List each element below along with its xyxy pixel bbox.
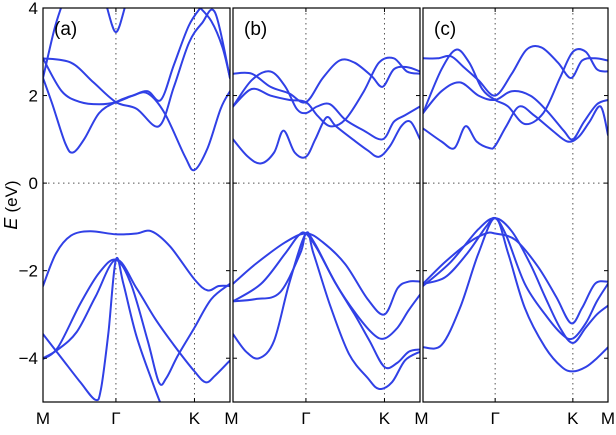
panel-frame — [232, 7, 421, 403]
x-tick-label: M — [601, 409, 615, 428]
band-line-4 — [233, 232, 420, 340]
x-tick-label: Γ — [111, 409, 120, 428]
panel-a: (a) — [42, 7, 231, 403]
band-line-3 — [423, 217, 608, 373]
y-axis-unit: (eV) — [2, 180, 21, 212]
x-tick-label: K — [189, 409, 201, 428]
band-line-5 — [423, 105, 608, 150]
panel-frame — [422, 7, 609, 403]
band-line-8 — [43, 8, 202, 106]
y-axis-symbol: E — [1, 213, 21, 230]
y-tick-label: 2 — [29, 87, 38, 106]
band-line-2 — [43, 256, 162, 402]
band-line-3 — [43, 229, 230, 292]
band-line-2 — [423, 217, 608, 344]
bands-group — [423, 44, 608, 373]
x-tick-label: K — [567, 409, 579, 428]
panel-label: (b) — [244, 19, 267, 40]
y-tick-label: −4 — [19, 349, 38, 368]
band-line-1 — [43, 258, 230, 386]
band-line-8 — [423, 48, 608, 126]
x-tick-label: M — [224, 409, 238, 428]
band-line-7 — [233, 58, 420, 104]
band-line-10 — [198, 8, 230, 79]
band-line-3 — [233, 231, 420, 391]
x-tick-label: Γ — [301, 409, 310, 428]
y-tick-label: 4 — [29, 0, 38, 18]
bands-group — [233, 56, 420, 391]
band-line-6 — [423, 81, 608, 141]
y-tick-label: 0 — [29, 174, 38, 193]
panel-label: (a) — [54, 19, 77, 40]
band-line-4 — [43, 258, 230, 384]
x-tick-label: K — [379, 409, 391, 428]
band-line-5 — [233, 116, 420, 165]
panel-label: (c) — [434, 19, 456, 40]
band-line-9 — [106, 8, 126, 34]
band-line-1 — [233, 232, 420, 316]
band-line-5 — [43, 77, 230, 172]
band-line-8 — [233, 56, 420, 128]
panel-frame — [42, 7, 231, 403]
bands-group — [43, 8, 230, 402]
band-line-6 — [233, 70, 420, 141]
band-line-7 — [423, 44, 608, 97]
x-tick-label: M — [36, 409, 50, 428]
y-axis-label: E (eV) — [1, 180, 21, 229]
band-line-4 — [423, 216, 608, 341]
panel-b: (b) — [232, 7, 421, 403]
y-tick-label: −2 — [19, 262, 38, 281]
panel-c: (c) — [422, 7, 609, 403]
x-tick-label: Γ — [490, 409, 499, 428]
band-line-7 — [43, 8, 63, 79]
x-tick-label: M — [414, 409, 428, 428]
